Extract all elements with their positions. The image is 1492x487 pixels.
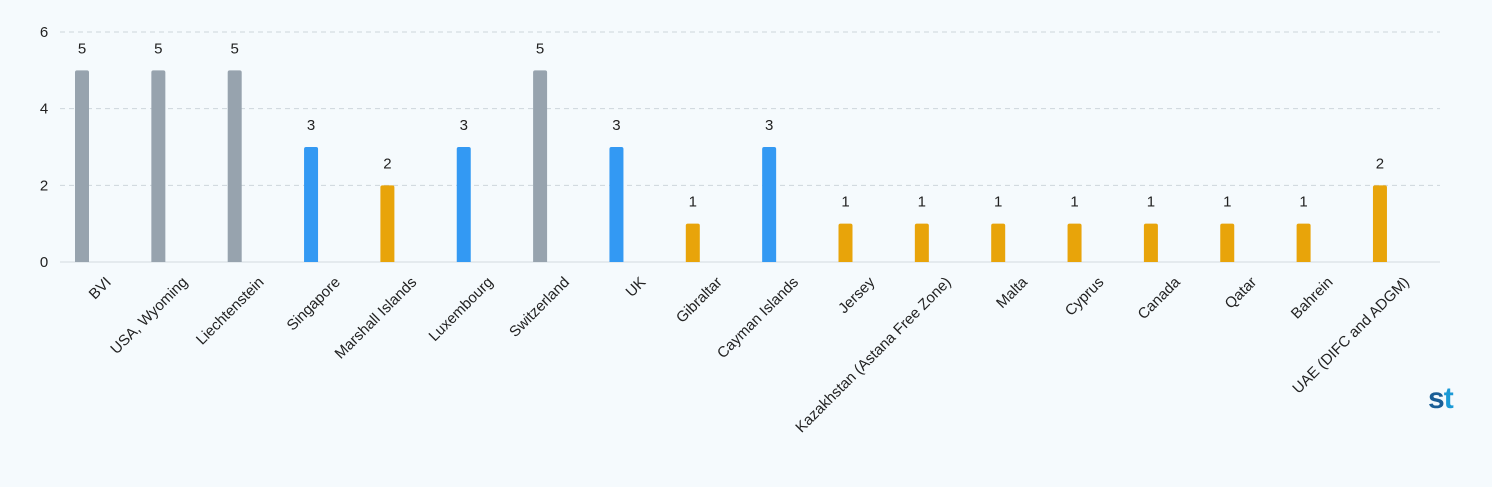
category-label: Gibraltar [673,274,726,327]
category-label: Singapore [283,274,343,334]
bar [1372,185,1387,262]
data-label: 1 [994,194,1002,211]
y-tick-label: 2 [40,177,48,194]
data-label: 3 [460,117,468,134]
bar [1296,223,1311,262]
data-label: 3 [307,117,315,134]
y-tick-label: 4 [40,101,48,118]
category-label: UK [623,274,650,301]
y-tick-label: 6 [40,24,48,41]
data-label: 1 [1070,194,1078,211]
logo-t-glyph: t [1443,382,1454,415]
data-label: 3 [765,117,773,134]
category-label: Luxembourg [426,274,497,345]
data-label: 2 [383,155,391,172]
bar [533,70,548,262]
bar [1220,223,1235,262]
data-label: 5 [231,40,239,57]
category-label: Qatar [1222,274,1261,313]
data-label: 1 [918,194,926,211]
category-label: USA, Wyoming [107,274,191,358]
bar [304,147,319,262]
category-label: Cayman Islands [714,274,802,362]
data-label: 5 [536,40,544,57]
category-label: Switzerland [506,274,573,341]
data-label: 1 [689,194,697,211]
data-label: 1 [1147,194,1155,211]
bar [838,223,853,262]
bar [380,185,395,262]
category-label: Cyprus [1062,274,1108,320]
category-label: Jersey [835,273,879,317]
data-label: 5 [78,40,86,57]
y-tick-label: 0 [40,254,48,271]
category-label: Bahrein [1288,274,1337,323]
bar [991,223,1006,262]
bar [1143,223,1158,262]
data-label: 3 [612,117,620,134]
bar [456,147,471,262]
data-label: 2 [1376,155,1384,172]
bar [75,70,89,262]
bar [1067,223,1082,262]
data-label: 1 [1299,194,1307,211]
logo: st [1428,382,1454,415]
category-label: Liechtenstein [193,274,268,349]
category-label: Kazakhstan (Astana Free Zone) [792,274,954,436]
data-label: 1 [841,194,849,211]
category-label: Canada [1135,273,1185,323]
bar [609,147,624,262]
bar [914,223,929,262]
bar [227,70,242,262]
bar [685,223,700,262]
bar [151,70,166,262]
logo-s-glyph: s [1428,382,1445,415]
category-label: Marshall Islands [332,274,421,363]
data-label: 1 [1223,194,1231,211]
data-label: 5 [154,40,162,57]
category-label: Malta [993,273,1031,311]
bar [762,147,777,262]
category-label: BVI [86,274,115,303]
